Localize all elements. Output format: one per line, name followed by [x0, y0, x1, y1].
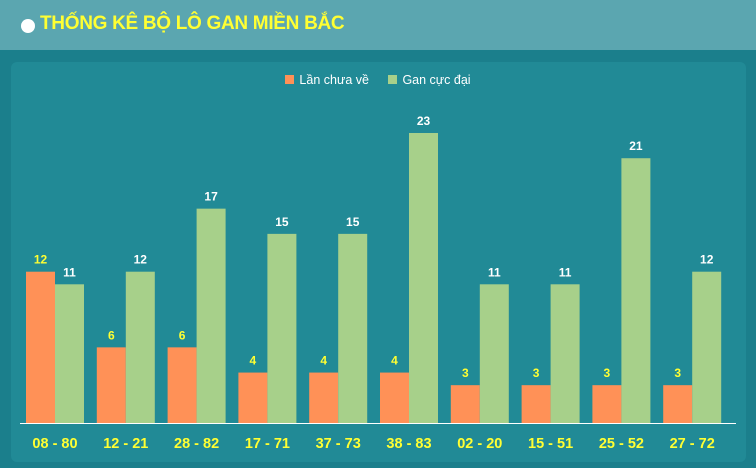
bullet-circle-icon	[21, 19, 35, 33]
x-tick-label-7: 02 - 20	[457, 436, 502, 452]
x-tick-label-9: 25 - 52	[599, 436, 644, 452]
data-label-series-1-3: 6	[179, 328, 186, 342]
bar-series-2-9[interactable]	[621, 158, 651, 423]
bar-series-1-5[interactable]	[309, 372, 339, 423]
legend-label-series-2: Gan cực đại	[402, 73, 471, 87]
chart-legend: Lần chưa về Gan cực đại	[0, 73, 756, 87]
data-label-series-1-8: 3	[533, 366, 540, 380]
data-label-series-1-2: 6	[108, 328, 115, 342]
data-label-series-2-2: 12	[134, 253, 148, 267]
x-tick-label-8: 15 - 51	[528, 436, 573, 452]
data-label-series-1-4: 4	[250, 354, 257, 368]
bar-series-1-10[interactable]	[663, 385, 693, 423]
bar-series-2-3[interactable]	[196, 208, 226, 423]
bar-series-1-4[interactable]	[238, 372, 268, 423]
data-label-series-1-9: 3	[604, 366, 611, 380]
data-label-series-2-10: 12	[700, 253, 714, 267]
bar-series-1-8[interactable]	[521, 385, 551, 423]
data-label-series-1-7: 3	[462, 366, 469, 380]
x-tick-label-4: 17 - 71	[245, 436, 290, 452]
legend-swatch-series-2	[388, 75, 398, 84]
bar-series-2-6[interactable]	[409, 133, 438, 423]
data-label-series-2-4: 15	[275, 215, 289, 229]
x-tick-label-6: 38 - 83	[386, 436, 431, 452]
x-tick-label-2: 12 - 21	[103, 436, 148, 452]
legend-item-series-1[interactable]: Lần chưa về	[285, 73, 369, 87]
bar-series-2-5[interactable]	[338, 233, 368, 423]
bar-series-2-8[interactable]	[550, 284, 580, 423]
bar-series-1-1[interactable]	[26, 271, 55, 423]
bar-series-2-4[interactable]	[267, 233, 297, 423]
data-label-series-2-7: 11	[488, 265, 501, 279]
bar-series-1-2[interactable]	[96, 347, 126, 423]
legend-swatch-series-1	[285, 75, 295, 84]
data-label-series-2-9: 21	[629, 139, 643, 153]
legend-label-series-1: Lần chưa về	[299, 73, 369, 87]
bar-series-2-10[interactable]	[692, 271, 722, 423]
x-tick-label-10: 27 - 72	[670, 436, 715, 452]
bar-series-2-1[interactable]	[55, 284, 84, 423]
data-label-series-2-3: 17	[204, 190, 218, 204]
x-tick-label-3: 28 - 82	[174, 436, 219, 452]
legend-item-series-2[interactable]: Gan cực đại	[388, 73, 471, 87]
data-label-series-1-1: 12	[34, 253, 48, 267]
data-label-series-2-5: 15	[346, 215, 360, 229]
data-label-series-2-8: 11	[559, 265, 572, 279]
bar-series-2-7[interactable]	[479, 284, 509, 423]
bar-series-1-7[interactable]	[450, 385, 480, 423]
data-label-series-1-5: 4	[320, 354, 327, 368]
bar-series-1-9[interactable]	[592, 385, 622, 423]
data-label-series-2-1: 11	[63, 265, 76, 279]
page-title: THỐNG KÊ BỘ LÔ GAN MIỀN BẮC	[40, 13, 345, 34]
bar-series-1-3[interactable]	[167, 347, 197, 423]
bar-series-2-2[interactable]	[125, 271, 155, 423]
header-bar: THỐNG KÊ BỘ LÔ GAN MIỀN BẮC	[0, 0, 756, 50]
data-label-series-2-6: 23	[417, 114, 431, 128]
data-label-series-1-10: 3	[674, 366, 681, 380]
bar-series-1-6[interactable]	[380, 372, 409, 423]
data-label-series-1-6: 4	[391, 354, 398, 368]
x-tick-label-5: 37 - 73	[316, 436, 361, 452]
x-tick-label-1: 08 - 80	[32, 436, 77, 452]
